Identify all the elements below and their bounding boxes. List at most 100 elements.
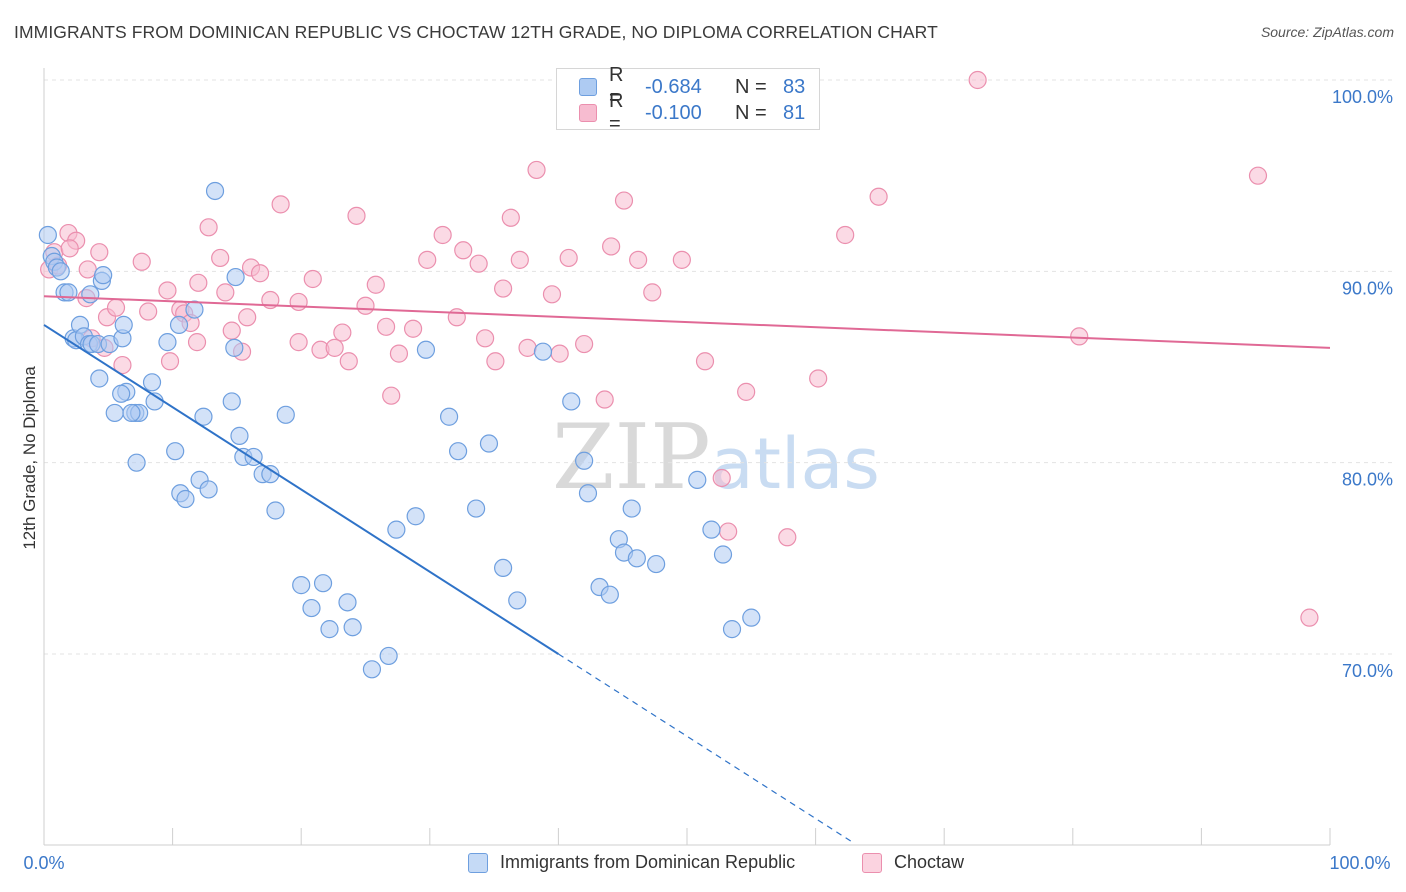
dominican-point	[600, 585, 619, 604]
r-label: R =	[609, 64, 624, 109]
choctaw-point	[712, 468, 731, 488]
choctaw-point	[113, 355, 132, 375]
choctaw-point	[447, 308, 466, 327]
choctaw-point	[199, 218, 218, 237]
dominican-point	[479, 434, 499, 453]
dominican-point	[379, 646, 398, 666]
choctaw-point	[559, 248, 578, 268]
choctaw-point	[271, 195, 290, 214]
n-value: 83	[783, 75, 806, 98]
dominican-point	[194, 407, 213, 426]
series-legend: Immigrants from Dominican Republic Choct…	[0, 852, 1406, 878]
choctaw-point	[454, 241, 473, 260]
choctaw-point	[366, 275, 385, 294]
choctaw-point	[719, 522, 738, 541]
dominican-point	[508, 591, 527, 610]
dominican-point	[142, 373, 162, 392]
legend-label-dominican: Immigrants from Dominican Republic	[500, 852, 796, 872]
dominican-point	[292, 576, 311, 595]
choctaw-point	[187, 333, 207, 352]
choctaw-point	[189, 273, 208, 292]
choctaw-point	[501, 208, 520, 227]
choctaw-point	[216, 283, 235, 302]
choctaw-point	[629, 250, 648, 269]
choctaw-point	[809, 369, 828, 388]
dominican-point	[722, 620, 742, 639]
legend-swatch-choctaw	[862, 852, 882, 873]
dominican-point	[176, 489, 195, 509]
dominican-point	[439, 407, 459, 426]
choctaw-point	[418, 250, 437, 269]
choctaw-point	[550, 344, 569, 363]
dominican-point	[575, 451, 594, 470]
r-label: R =	[609, 90, 624, 135]
choctaw-point	[325, 338, 344, 357]
dominican-point	[127, 453, 146, 472]
choctaw-point	[303, 269, 322, 289]
dominican-point	[494, 558, 513, 578]
choctaw-point	[469, 254, 488, 273]
dominican-point	[688, 470, 707, 489]
y-tick-label: 70.0%	[1342, 661, 1393, 681]
series1-swatch	[579, 78, 597, 96]
choctaw-point	[595, 390, 614, 409]
dominican-point	[94, 266, 113, 285]
legend-label-choctaw: Choctaw	[894, 852, 965, 872]
choctaw-point	[1300, 608, 1319, 627]
choctaw-point	[132, 252, 151, 271]
choctaw-point	[389, 344, 409, 363]
x-tick-label: 100.0%	[1329, 853, 1390, 873]
dominican-point	[199, 480, 218, 499]
dominican-point	[225, 338, 244, 357]
dominican-point	[647, 554, 666, 574]
choctaw-point	[238, 308, 257, 327]
r-value: -0.684	[645, 75, 702, 98]
n-value: 81	[783, 101, 806, 124]
dominican-point	[302, 598, 321, 618]
dominican-point	[622, 499, 641, 518]
choctaw-point	[737, 382, 756, 401]
dominican-point	[51, 262, 70, 281]
choctaw-point	[542, 285, 562, 304]
dominican-point	[448, 442, 468, 461]
choctaw-point	[836, 225, 855, 245]
dominican-point	[578, 484, 598, 503]
y-axis-label: 12th Grade, No Diploma	[20, 366, 39, 550]
source-label: Source: ZipAtlas.com	[1260, 24, 1394, 40]
dominican-point	[205, 181, 225, 201]
dominican-point	[742, 608, 761, 627]
choctaw-point	[778, 528, 797, 547]
dominican-point	[343, 618, 362, 637]
y-tick-label: 90.0%	[1342, 278, 1393, 298]
dominican-point	[276, 405, 295, 424]
choctaw-point	[510, 250, 529, 269]
series2-swatch	[579, 104, 597, 122]
dominican-point	[169, 315, 189, 335]
choctaw-point	[614, 191, 634, 210]
x-tick-label: 0.0%	[23, 853, 64, 873]
choctaw-point	[403, 319, 423, 338]
choctaw-point	[289, 292, 308, 312]
dominican-point	[466, 499, 486, 518]
choctaw-point	[1248, 166, 1268, 185]
r-value: -0.100	[645, 101, 702, 124]
stats-row-dominican: R = -0.684 N = 83	[579, 64, 823, 109]
choctaw-point	[106, 298, 126, 317]
n-label: N =	[735, 101, 767, 124]
dominican-point	[230, 426, 249, 445]
choctaw-point	[433, 225, 452, 245]
choctaw-point	[695, 352, 715, 371]
choctaw-point	[672, 250, 691, 269]
choctaw-trendline	[43, 295, 1331, 349]
legend-item-dominican[interactable]: Immigrants from Dominican Republic	[468, 852, 795, 873]
dominican-point	[166, 442, 185, 461]
choctaw-point	[60, 239, 79, 258]
dominican-point	[533, 342, 553, 361]
choctaw-point	[347, 206, 366, 225]
dominican-point	[702, 520, 721, 539]
dominican-point	[627, 549, 646, 568]
choctaw-point	[158, 281, 177, 300]
legend-item-choctaw[interactable]: Choctaw	[862, 852, 964, 873]
stats-row-choctaw: R = -0.100 N = 81	[579, 90, 823, 135]
dominican-point	[387, 520, 406, 539]
